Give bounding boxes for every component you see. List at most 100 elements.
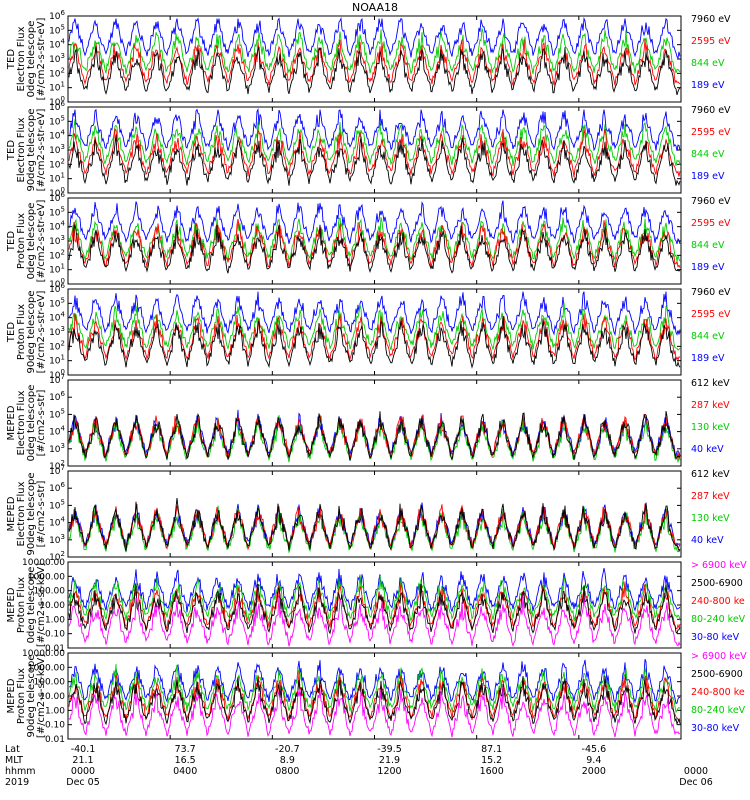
x-tick-label: 0800 <box>275 766 299 777</box>
legend-entry: 7960 eV <box>691 287 731 298</box>
y-tick-label: 105 <box>49 407 65 420</box>
legend-entry: 2595 eV <box>691 36 731 47</box>
legend-entry: 287 keV <box>691 491 730 502</box>
y-axis-label: MEPEDElectron Flux90deg telescope[#/cm2-… <box>6 472 47 555</box>
legend-entry: 2500-6900 <box>691 578 743 589</box>
legend-entry: 844 eV <box>691 240 725 251</box>
y-tick-label: 1000.00 <box>28 572 65 582</box>
series-trace-2 <box>68 583 681 635</box>
legend-entry: 7960 eV <box>691 14 731 25</box>
legend-entry: 40 keV <box>691 535 724 546</box>
legend-entry: 130 keV <box>691 422 730 433</box>
y-tick-label: 102 <box>49 248 65 261</box>
legend-entry: 2595 eV <box>691 309 731 320</box>
y-axis-label: TEDElectron Flux0deg telescope[#/cm2-s-s… <box>6 18 47 101</box>
x-tick-label: 0000 <box>684 766 708 777</box>
x-tick-label: -20.7 <box>275 744 300 755</box>
series-trace-1 <box>68 686 681 738</box>
y-tick-label: 103 <box>49 143 65 156</box>
legend-entry: 189 eV <box>691 80 725 91</box>
y-tick-label: 10000.00 <box>22 649 65 659</box>
y-tick-label: 104 <box>49 516 65 529</box>
panel-frame <box>67 470 682 558</box>
series-trace-3 <box>68 414 681 463</box>
y-axis-label: TEDElectron Flux90deg telescope[#/cm2-s-… <box>6 108 47 191</box>
y-tick-label: 105 <box>49 498 65 511</box>
panel-frame <box>67 561 682 649</box>
legend-entry: 130 keV <box>691 513 730 524</box>
series-trace-4 <box>68 16 681 59</box>
y-tick-label: 104 <box>49 129 65 142</box>
x-tick-label: 21.9 <box>379 755 400 766</box>
y-tick-label: 104 <box>49 220 65 233</box>
x-tick-label: 1200 <box>377 766 401 777</box>
legend-entry: 30-80 keV <box>691 723 740 734</box>
legend-entry: 612 keV <box>691 378 730 389</box>
x-row-label: Lat <box>5 744 20 755</box>
series-trace-4 <box>68 575 681 623</box>
x-tick-label: Dec 05 <box>66 777 100 788</box>
x-tick-label: -40.1 <box>71 744 96 755</box>
legend-entry: 80-240 keV <box>691 705 746 716</box>
y-tick-label: 105 <box>49 205 65 218</box>
y-tick-label: 102 <box>49 66 65 79</box>
legend-entry: 30-80 keV <box>691 632 740 643</box>
y-tick-label: 103 <box>49 533 65 546</box>
x-row-label: hhmm <box>5 766 36 777</box>
x-tick-label: 9.4 <box>586 755 601 766</box>
legend-entry: 80-240 keV <box>691 614 746 625</box>
y-tick-label: 101 <box>49 354 65 367</box>
legend-entry: 2595 eV <box>691 127 731 138</box>
x-tick-label: 2000 <box>582 766 606 777</box>
series-trace-2 <box>68 219 681 269</box>
y-tick-label: 0.10 <box>45 630 65 640</box>
series-trace-5 <box>68 658 681 704</box>
y-tick-label: 0.10 <box>45 721 65 731</box>
x-tick-label: 0000 <box>71 766 95 777</box>
x-tick-label: -45.6 <box>582 744 607 755</box>
legend-entry: 844 eV <box>691 58 725 69</box>
y-axis-label: MEPEDProton Flux0deg telescope[#/cm2-s-s… <box>6 563 47 647</box>
series-trace-1 <box>68 315 681 369</box>
x-row-label: 2019 <box>5 777 29 788</box>
y-tick-label: 105 <box>49 114 65 127</box>
y-tick-label: 1.00 <box>45 615 65 625</box>
series-trace-3 <box>68 28 681 75</box>
series-trace-2 <box>68 127 681 178</box>
y-tick-label: 102 <box>49 157 65 170</box>
series-trace-4 <box>68 664 681 714</box>
chart-title: NOAA18 <box>352 1 398 14</box>
series-trace-1 <box>68 134 681 186</box>
y-axis-label: MEPEDElectron Flux0deg telescope[#/cm2-s… <box>6 385 47 462</box>
series-trace-2 <box>68 313 681 362</box>
series-trace-1 <box>68 498 681 552</box>
y-tick-label: 104 <box>49 425 65 438</box>
series-trace-3 <box>68 119 681 167</box>
series-trace-4 <box>68 200 681 245</box>
legend-entry: 2500-6900 <box>691 669 743 680</box>
x-tick-label: 1600 <box>480 766 504 777</box>
y-tick-label: 101 <box>49 81 65 94</box>
legend-entry: 189 eV <box>691 262 725 273</box>
y-tick-label: 10000.00 <box>22 558 65 568</box>
y-tick-label: 101 <box>49 172 65 185</box>
x-tick-label: 0400 <box>173 766 197 777</box>
y-axis-label: MEPEDProton Flux90deg telescope[#/cm2-s-… <box>6 654 47 738</box>
legend-entry: 189 eV <box>691 353 725 364</box>
y-tick-label: 103 <box>49 325 65 338</box>
y-tick-label: 0.01 <box>45 735 65 745</box>
x-row-label: MLT <box>5 755 23 766</box>
legend-entry: 40 keV <box>691 444 724 455</box>
panel-7: 0.01 0.10 1.00 10.00 100.00 1000.00 10000.00ME… <box>6 558 747 654</box>
y-tick-label: 102 <box>49 339 65 352</box>
x-tick-label: 87.1 <box>481 744 502 755</box>
y-tick-label: 100.00 <box>34 678 66 688</box>
legend-entry: 240-800 ke <box>691 596 745 607</box>
series-trace-5 <box>68 568 681 613</box>
series-trace-2 <box>68 412 681 461</box>
legend-entry: 240-800 ke <box>691 687 745 698</box>
